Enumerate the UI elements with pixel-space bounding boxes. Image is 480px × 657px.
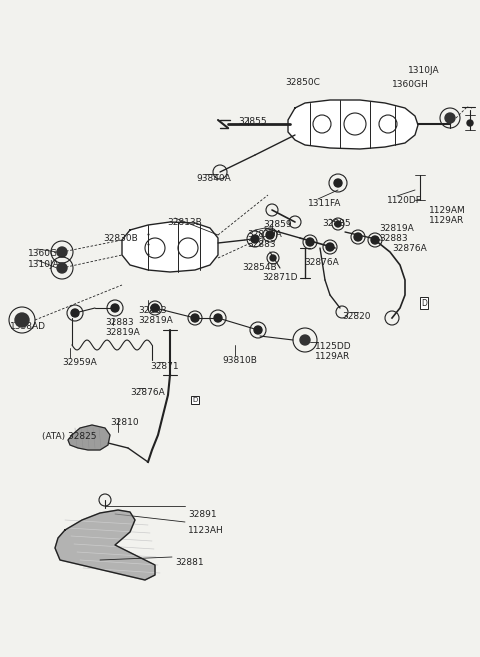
Text: 1120DF: 1120DF [387, 196, 422, 205]
Circle shape [251, 235, 259, 243]
Circle shape [326, 243, 334, 251]
Text: 32891: 32891 [188, 510, 216, 519]
Text: 1360GH: 1360GH [392, 80, 429, 89]
Circle shape [335, 221, 341, 227]
Text: 32819A: 32819A [247, 230, 282, 239]
Circle shape [300, 335, 310, 345]
Text: 32820: 32820 [342, 312, 371, 321]
Polygon shape [288, 100, 418, 149]
Text: 32819A: 32819A [138, 316, 173, 325]
Text: 32883: 32883 [379, 234, 408, 243]
Text: 32850C: 32850C [285, 78, 320, 87]
Text: 32876A: 32876A [392, 244, 427, 253]
Text: 32871D: 32871D [262, 273, 298, 282]
Circle shape [445, 113, 455, 123]
Circle shape [15, 313, 29, 327]
Text: 32883: 32883 [105, 318, 133, 327]
Text: 32810: 32810 [110, 418, 139, 427]
Circle shape [111, 304, 119, 312]
Text: 1338AD: 1338AD [10, 322, 46, 331]
Text: 1310JA: 1310JA [408, 66, 440, 75]
Circle shape [270, 255, 276, 261]
Text: 32883: 32883 [247, 240, 276, 249]
Text: 32813B: 32813B [167, 218, 202, 227]
Circle shape [71, 309, 79, 317]
Circle shape [306, 238, 314, 246]
Text: 32819A: 32819A [105, 328, 140, 337]
Text: 93840A: 93840A [196, 174, 231, 183]
Text: D: D [421, 298, 427, 307]
Text: 1310JA: 1310JA [28, 260, 60, 269]
Circle shape [254, 326, 262, 334]
Text: 32830B: 32830B [103, 234, 138, 243]
Text: 1129AR: 1129AR [429, 216, 464, 225]
Circle shape [266, 231, 274, 239]
Circle shape [57, 247, 67, 257]
Circle shape [354, 233, 362, 241]
Circle shape [334, 179, 342, 187]
Text: (ATA) 32825: (ATA) 32825 [42, 432, 96, 441]
Text: 1125DD: 1125DD [315, 342, 352, 351]
Text: 32854B: 32854B [242, 263, 276, 272]
Text: 32855: 32855 [238, 117, 266, 126]
Circle shape [214, 314, 222, 322]
Circle shape [371, 236, 379, 244]
Text: 1123AH: 1123AH [188, 526, 224, 535]
Text: 32876A: 32876A [304, 258, 339, 267]
Text: 1360GH: 1360GH [28, 249, 65, 258]
Text: 93810B: 93810B [222, 356, 257, 365]
Circle shape [57, 263, 67, 273]
Text: 1129AR: 1129AR [315, 352, 350, 361]
Polygon shape [122, 222, 218, 272]
Text: D: D [192, 397, 198, 403]
Text: 32959A: 32959A [62, 358, 97, 367]
Polygon shape [68, 425, 110, 450]
Text: 32859: 32859 [263, 220, 292, 229]
Text: 32885: 32885 [322, 219, 350, 228]
Text: 32881: 32881 [175, 558, 204, 567]
Text: 32883: 32883 [138, 306, 167, 315]
Text: 1129AM: 1129AM [429, 206, 466, 215]
Circle shape [151, 304, 159, 312]
Text: 32871: 32871 [150, 362, 179, 371]
Text: 32876A: 32876A [130, 388, 165, 397]
Text: 32819A: 32819A [379, 224, 414, 233]
Text: 1311FA: 1311FA [308, 199, 341, 208]
Circle shape [191, 314, 199, 322]
Circle shape [467, 120, 473, 126]
Polygon shape [55, 510, 155, 580]
